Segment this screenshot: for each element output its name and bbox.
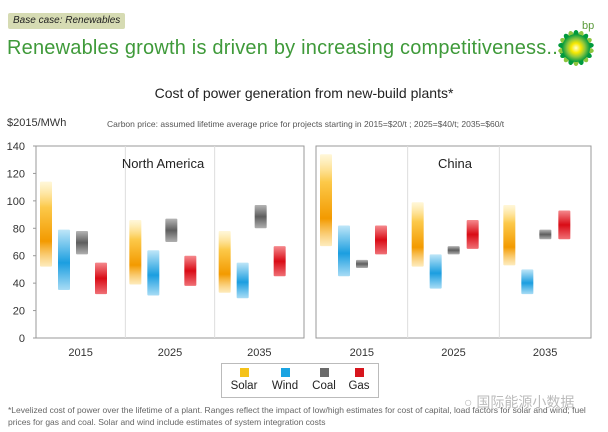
range-bar-solar (320, 154, 332, 247)
legend-item-wind: Wind (265, 367, 305, 392)
x-tick-label: 2035 (247, 347, 271, 359)
y-tick-label: 120 (7, 168, 25, 180)
range-bar-solar (411, 202, 424, 267)
x-tick-label: 2015 (68, 347, 92, 359)
range-bar-wind (58, 229, 70, 290)
panel-frame (315, 145, 592, 339)
scenario-tag: Base case: Renewables (8, 13, 125, 29)
range-bar-coal (447, 246, 460, 255)
y-tick-label: 80 (13, 223, 25, 235)
legend-label-wind: Wind (271, 380, 299, 392)
range-bar-gas (95, 262, 107, 295)
x-tick-label: 2015 (350, 347, 374, 359)
range-bar-gas (466, 220, 479, 249)
legend-item-coal: Coal (304, 367, 344, 392)
range-bar-wind (147, 250, 160, 296)
range-bar-coal (165, 218, 178, 242)
carbon-price-note: Carbon price: assumed lifetime average p… (107, 119, 505, 129)
range-bar-solar (129, 220, 142, 285)
range-bar-gas (273, 246, 286, 277)
legend-swatch-coal (319, 368, 329, 377)
panel-title: North America (122, 156, 205, 171)
brand-name: bp (582, 20, 595, 32)
range-bar-gas (184, 255, 197, 286)
range-bar-gas (558, 210, 571, 240)
legend-label-gas: Gas (348, 380, 370, 392)
range-bar-wind (338, 225, 350, 277)
y-tick-label: 0 (19, 333, 25, 345)
y-tick-label: 40 (13, 278, 25, 290)
legend-label-coal: Coal (312, 380, 336, 392)
range-bar-coal (254, 204, 267, 229)
legend-swatch-gas (354, 368, 364, 377)
panel-frame (35, 145, 305, 339)
watermark-text: 国际能源小数据 (476, 394, 575, 410)
legend-swatch-solar (239, 368, 249, 377)
watermark: ○ 国际能源小数据 (464, 392, 574, 412)
range-bar-solar (40, 181, 52, 267)
y-tick-label: 60 (13, 251, 25, 263)
range-bar-coal (356, 259, 368, 269)
x-tick-label: 2035 (533, 347, 557, 359)
y-tick-label: 100 (7, 196, 25, 208)
bp-helios-logo-icon (558, 30, 594, 66)
legend-label-solar: Solar (230, 380, 258, 392)
range-bar-wind (236, 262, 249, 299)
range-bar-wind (521, 269, 534, 295)
chart-title: Cost of power generation from new-build … (154, 85, 454, 101)
legend: Solar Wind Coal Gas (221, 363, 379, 398)
range-bar-solar (503, 204, 516, 266)
range-bar-solar (218, 231, 231, 293)
x-tick-label: 2025 (158, 347, 182, 359)
legend-item-gas: Gas (339, 367, 379, 392)
y-axis-unit: $2015/MWh (7, 117, 67, 129)
footnote: *Levelized cost of power over the lifeti… (8, 405, 586, 427)
headline: Renewables growth is driven by increasin… (7, 37, 564, 59)
range-bar-gas (375, 225, 387, 255)
panel-title: China (438, 156, 473, 171)
legend-swatch-wind (280, 368, 290, 377)
y-tick-label: 140 (7, 141, 25, 153)
range-bar-coal (76, 231, 88, 255)
x-tick-label: 2025 (441, 347, 465, 359)
y-tick-label: 20 (13, 306, 25, 318)
range-bar-wind (429, 254, 442, 289)
range-bar-coal (539, 229, 552, 240)
wechat-icon: ○ (464, 394, 477, 410)
legend-item-solar: Solar (224, 367, 264, 392)
